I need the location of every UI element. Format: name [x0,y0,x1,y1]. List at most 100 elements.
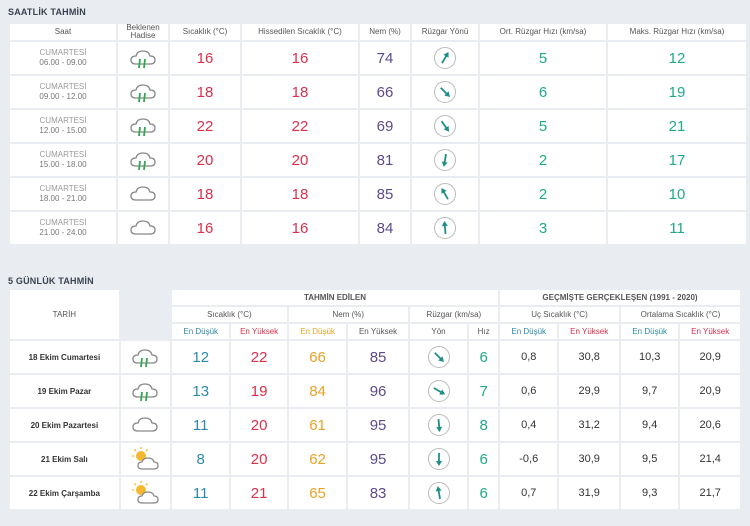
wind-avg-value: 3 [480,212,606,244]
average-low-value: 9,4 [620,409,679,441]
humidity-low-value: 65 [288,477,347,509]
temp-low-value: 13 [171,375,230,407]
header-feels: Hissedilen Sıcaklık (°C) [242,24,358,40]
average-high-value: 21,7 [680,477,740,509]
average-low-value: 9,3 [620,477,679,509]
extreme-high-value: 30,8 [559,341,619,373]
extreme-low-value: 0,7 [500,477,558,509]
wind-max-value: 21 [608,110,746,142]
table-row: CUMARTESİ 18.00 - 21.00 18 18 85 2 10 [10,178,746,210]
feels-value: 20 [242,144,358,176]
wind-avg-value: 2 [480,144,606,176]
event-icon-cell [120,375,170,407]
event-icon-cell [118,76,168,108]
wind-avg-value: 6 [480,76,606,108]
time-range: 15.00 - 18.00 [39,160,87,169]
average-low-value: 9,5 [620,443,679,475]
time-range: 09.00 - 12.00 [39,92,87,101]
header-temp: Sıcaklık (°C) [170,24,240,40]
temp-low-value: 11 [171,477,230,509]
wind-avg-value: 5 [480,110,606,142]
wind-direction-cell [409,409,468,441]
event-icon-cell [120,443,170,475]
feels-value: 18 [242,76,358,108]
hourly-forecast-table: Saat Beklenen Hadise Sıcaklık (°C) Hissed… [8,22,748,246]
time-cell: CUMARTESİ 21.00 - 24.00 [10,212,116,244]
day-label: CUMARTESİ [39,218,87,227]
cloud-rain-icon [118,46,168,70]
hourly-section-title: SAATLİK TAHMİN [8,7,86,17]
header-temp-high: En Yüksek [231,324,287,339]
wind-max-value: 12 [608,42,746,74]
day-label: CUMARTESİ [39,116,87,125]
wind-arrow-icon [410,413,467,437]
wind-speed-value: 6 [469,443,498,475]
table-row: 21 Ekim Salı 8 20 62 95 6 -0,6 30,9 9,5 21,4 [10,443,740,475]
average-high-value: 20,6 [680,409,740,441]
event-icon-cell [120,477,170,509]
event-icon-cell [118,42,168,74]
cloud-icon [121,413,170,437]
wind-direction-cell [412,144,478,176]
header-extreme-high: En Yüksek [559,324,619,339]
table-row: CUMARTESİ 12.00 - 15.00 22 22 69 5 21 [10,110,746,142]
wind-arrow-icon [412,80,478,104]
header-humidity: Nem (%) [288,307,408,322]
time-range: 12.00 - 15.00 [39,126,87,135]
header-history-group: GEÇMİŞTE GERÇEKLEŞEN (1991 - 2020) [500,290,740,305]
header-wind-max: Maks. Rüzgar Hızı (km/sa) [608,24,746,40]
average-high-value: 20,9 [680,341,740,373]
humidity-value: 85 [360,178,410,210]
humidity-high-value: 85 [348,341,408,373]
wind-direction-cell [409,341,468,373]
temp-high-value: 19 [231,375,287,407]
event-icon-cell [118,110,168,142]
time-cell: CUMARTESİ 09.00 - 12.00 [10,76,116,108]
humidity-low-value: 84 [288,375,347,407]
wind-speed-value: 6 [469,341,498,373]
wind-direction-cell [409,477,468,509]
temp-value: 18 [170,178,240,210]
table-row: 22 Ekim Çarşamba 11 21 65 83 6 0,7 31,9 9,3 21,7 [10,477,740,509]
wind-max-value: 17 [608,144,746,176]
extreme-low-value: 0,6 [500,375,558,407]
humidity-high-value: 96 [348,375,408,407]
header-wind-avg: Ort. Rüzgar Hızı (km/sa) [480,24,606,40]
wind-arrow-icon [412,216,478,240]
humidity-low-value: 66 [288,341,347,373]
time-cell: CUMARTESİ 15.00 - 18.00 [10,144,116,176]
header-temp: Sıcaklık (°C) [171,307,287,322]
day-label: CUMARTESİ [39,184,87,193]
header-temp-low: En Düşük [171,324,230,339]
wind-direction-cell [412,42,478,74]
humidity-value: 74 [360,42,410,74]
header-average: Ortalama Sıcaklık (°C) [620,307,740,322]
table-row: CUMARTESİ 09.00 - 12.00 18 18 66 6 19 [10,76,746,108]
wind-direction-cell [412,76,478,108]
temp-value: 18 [170,76,240,108]
wind-arrow-icon [412,46,478,70]
humidity-value: 81 [360,144,410,176]
table-row: 19 Ekim Pazar 13 19 84 96 7 0,6 29,9 9,7 20,9 [10,375,740,407]
cloud-rain-icon [121,379,170,403]
header-humidity-low: En Düşük [288,324,347,339]
cloud-rain-icon [118,80,168,104]
header-extreme-low: En Düşük [500,324,558,339]
time-cell: CUMARTESİ 06.00 - 09.00 [10,42,116,74]
extreme-high-value: 29,9 [559,375,619,407]
header-event-spacer [121,290,170,339]
header-extreme: Uç Sıcaklık (°C) [500,307,619,322]
daily-section-title: 5 GÜNLÜK TAHMİN [8,276,94,286]
temp-low-value: 8 [171,443,230,475]
event-icon-cell [118,212,168,244]
average-high-value: 21,4 [680,443,740,475]
feels-value: 16 [242,212,358,244]
header-time: Saat [10,24,116,40]
temp-value: 16 [170,42,240,74]
feels-value: 22 [242,110,358,142]
date-cell: 18 Ekim Cumartesi [10,341,119,373]
table-row: CUMARTESİ 06.00 - 09.00 16 16 74 5 12 [10,42,746,74]
temp-low-value: 12 [171,341,230,373]
wind-direction-cell [409,375,468,407]
extreme-low-value: -0,6 [500,443,558,475]
